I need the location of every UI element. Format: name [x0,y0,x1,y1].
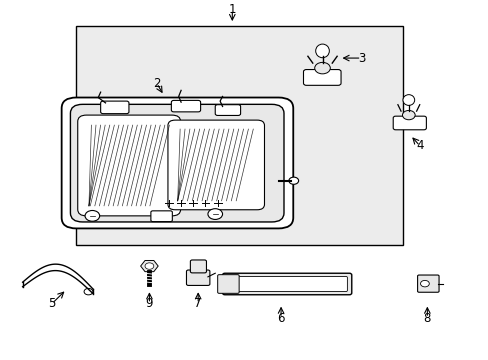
Circle shape [314,62,330,74]
Text: 7: 7 [194,297,202,310]
Bar [76,26,402,244]
FancyBboxPatch shape [70,104,284,222]
Circle shape [288,177,298,184]
Text: 5: 5 [48,297,56,310]
Text: 1: 1 [228,3,236,16]
FancyBboxPatch shape [61,98,293,228]
Circle shape [207,209,222,220]
Text: 8: 8 [423,311,430,325]
FancyBboxPatch shape [392,116,426,130]
Ellipse shape [402,95,414,105]
Circle shape [420,280,428,287]
Text: 3: 3 [357,51,365,64]
Circle shape [402,111,414,120]
Circle shape [85,211,100,221]
FancyBboxPatch shape [303,69,340,85]
FancyBboxPatch shape [217,275,239,293]
FancyBboxPatch shape [215,105,240,116]
FancyBboxPatch shape [417,275,438,292]
FancyBboxPatch shape [167,120,264,210]
FancyBboxPatch shape [151,211,172,222]
FancyBboxPatch shape [101,101,129,114]
Text: 6: 6 [277,311,284,325]
Text: 2: 2 [153,77,160,90]
Circle shape [145,263,154,269]
FancyBboxPatch shape [222,273,351,295]
FancyBboxPatch shape [190,260,206,273]
Circle shape [84,288,93,295]
Text: 4: 4 [415,139,423,152]
FancyBboxPatch shape [186,270,209,285]
FancyBboxPatch shape [235,276,346,292]
FancyBboxPatch shape [78,115,180,216]
FancyBboxPatch shape [171,100,200,112]
Ellipse shape [315,44,329,58]
Text: 9: 9 [145,297,153,310]
